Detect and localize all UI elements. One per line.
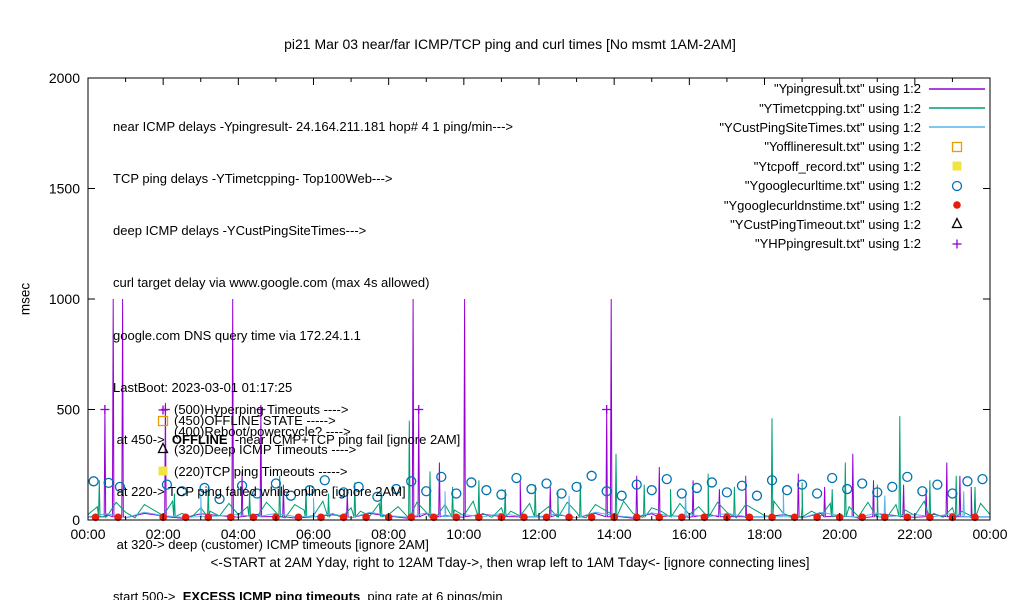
svg-text:1500: 1500 xyxy=(49,181,80,197)
note-line: curl target delay via www.google.com (ma… xyxy=(113,274,513,291)
filled-circle-icon xyxy=(953,201,961,209)
legend-row: "Ygooglecurltime.txt" using 1:2 xyxy=(719,176,989,195)
svg-text:500: 500 xyxy=(57,402,81,418)
note-line: at 320-> deep (customer) ICMP timeouts [… xyxy=(113,536,513,553)
svg-text:14:00: 14:00 xyxy=(597,526,632,542)
note-line: TCP ping delays -YTimetcpping- Top100Web… xyxy=(113,170,513,187)
svg-text:1000: 1000 xyxy=(49,291,80,307)
legend-line-sample-icon xyxy=(929,126,985,129)
level-annotation-500: (500)Hyperping Timeouts ----> xyxy=(156,402,348,418)
legend-label: "Ygooglecurldnstime.txt" using 1:2 xyxy=(723,197,921,213)
legend-line-sample-icon xyxy=(929,107,985,109)
note-text: at 450-> xyxy=(113,432,172,448)
note-line: start 500-> EXCESS ICMP ping timeouts pi… xyxy=(113,588,513,600)
svg-text:00:00: 00:00 xyxy=(70,526,105,542)
open-triangle-icon xyxy=(157,442,169,454)
note-text: google.com DNS query time via 172.24.1.1 xyxy=(113,327,361,343)
note-line: LastBoot: 2023-03-01 01:17:25 xyxy=(113,379,513,396)
level-annotation-text: (500)Hyperping Timeouts ----> xyxy=(174,402,349,417)
note-line: at 220-> TCP ping failed while online [i… xyxy=(113,483,513,500)
svg-text:18:00: 18:00 xyxy=(747,526,782,542)
note-text: start 500-> xyxy=(113,588,183,600)
filled-square-icon xyxy=(158,466,168,476)
plus-marker-icon xyxy=(952,239,962,249)
legend-label: "YCustPingTimeout.txt" using 1:2 xyxy=(730,216,921,232)
note-line: near ICMP delays -Ypingresult- 24.164.21… xyxy=(113,118,513,135)
legend-row: "Ygooglecurldnstime.txt" using 1:2 xyxy=(719,195,989,214)
svg-text:08:00: 08:00 xyxy=(371,526,406,542)
legend-row: "Ytcpoff_record.txt" using 1:2 xyxy=(719,157,989,176)
level-annotation-220: (220)TCP ping Timeouts -----> xyxy=(156,463,348,479)
svg-text:00:00: 00:00 xyxy=(972,526,1007,542)
note-bold-text: EXCESS ICMP ping timeouts xyxy=(182,588,361,600)
chart-title: pi21 Mar 03 near/far ICMP/TCP ping and c… xyxy=(284,36,736,52)
level-annotation-450: (450)OFFLINE STATE -----> xyxy=(156,413,336,429)
y-axis-label: msec xyxy=(17,282,33,316)
legend-row: "YHPpingresult.txt" using 1:2 xyxy=(719,234,989,253)
note-text: at 320-> deep (customer) ICMP timeouts [… xyxy=(113,536,429,552)
open-triangle-icon xyxy=(951,217,963,229)
level-annotation-400: (400)Reboot/powercycle? ----> xyxy=(156,424,351,440)
filled-square-icon xyxy=(952,161,962,171)
svg-text:2000: 2000 xyxy=(49,70,80,86)
annotation-block: near ICMP delays -Ypingresult- 24.164.21… xyxy=(113,83,513,600)
svg-text:04:00: 04:00 xyxy=(221,526,256,542)
legend-row: "YCustPingSiteTimes.txt" using 1:2 xyxy=(719,118,989,137)
svg-text:0: 0 xyxy=(72,512,80,528)
spacer-icon xyxy=(156,424,171,440)
svg-text:12:00: 12:00 xyxy=(521,526,556,542)
svg-text:06:00: 06:00 xyxy=(296,526,331,542)
level-annotation-text: (400)Reboot/powercycle? ----> xyxy=(174,424,351,440)
plus-marker-icon xyxy=(158,405,168,414)
note-text: deep ICMP delays -YCustPingSiteTimes---> xyxy=(113,223,367,239)
legend-label: "Ytcpoff_record.txt" using 1:2 xyxy=(753,158,921,174)
note-text: TCP ping delays -YTimetcpping- Top100Web… xyxy=(113,171,393,187)
note-line: google.com DNS query time via 172.24.1.1 xyxy=(113,327,513,344)
note-text: curl target delay via www.google.com (ma… xyxy=(113,275,430,291)
svg-text:22:00: 22:00 xyxy=(897,526,932,542)
note-bold-text: OFFLINE xyxy=(171,432,228,448)
legend: "Ypingresult.txt" using 1:2 "YTimetcppin… xyxy=(719,79,989,254)
legend-row: "YTimetcpping.txt" using 1:2 xyxy=(719,98,989,117)
note-text: LastBoot: 2023-03-01 01:17:25 xyxy=(113,379,293,395)
legend-label: "Ygooglecurltime.txt" using 1:2 xyxy=(744,178,921,194)
open-square-icon xyxy=(157,415,169,426)
note-text: at 220-> TCP ping failed while online [i… xyxy=(113,484,406,500)
note-text: -near ICMP+TCP ping fail [ignore 2AM] xyxy=(227,432,461,448)
note-text: ping rate at 6 pings/min xyxy=(360,588,503,600)
level-annotation-text: (450)OFFLINE STATE -----> xyxy=(174,413,336,429)
svg-text:02:00: 02:00 xyxy=(146,526,181,542)
svg-text:16:00: 16:00 xyxy=(672,526,707,542)
legend-label: "Ypingresult.txt" using 1:2 xyxy=(773,81,921,97)
note-line: at 450-> OFFLINE -near ICMP+TCP ping fai… xyxy=(113,431,513,448)
level-annotation-320: (320)Deep ICMP Timeouts ----> xyxy=(156,441,356,457)
legend-line-sample-icon xyxy=(929,87,985,90)
note-text: near ICMP delays -Ypingresult- 24.164.21… xyxy=(113,118,513,134)
note-line: deep ICMP delays -YCustPingSiteTimes---> xyxy=(113,222,513,239)
level-annotation-text: (220)TCP ping Timeouts -----> xyxy=(174,463,348,479)
legend-label: "YHPpingresult.txt" using 1:2 xyxy=(754,236,921,252)
open-square-icon xyxy=(951,141,963,153)
open-circle-icon xyxy=(951,180,963,191)
legend-row: "Yofflineresult.txt" using 1:2 xyxy=(719,137,989,156)
legend-label: "YCustPingSiteTimes.txt" using 1:2 xyxy=(719,119,921,135)
svg-text:20:00: 20:00 xyxy=(822,526,857,542)
legend-row: "YCustPingTimeout.txt" using 1:2 xyxy=(719,215,989,234)
x-axis-label: <-START at 2AM Yday, right to 12AM Tday-… xyxy=(210,555,810,570)
legend-label: "Yofflineresult.txt" using 1:2 xyxy=(764,139,921,155)
level-annotation-text: (320)Deep ICMP Timeouts ----> xyxy=(174,441,357,457)
legend-label: "YTimetcpping.txt" using 1:2 xyxy=(759,100,921,116)
svg-text:10:00: 10:00 xyxy=(446,526,481,542)
legend-row: "Ypingresult.txt" using 1:2 xyxy=(719,79,989,98)
